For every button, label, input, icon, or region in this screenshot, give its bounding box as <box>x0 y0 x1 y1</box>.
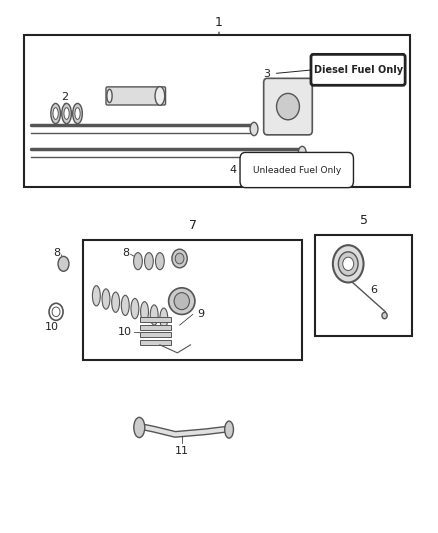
Ellipse shape <box>276 93 300 120</box>
Ellipse shape <box>92 286 100 306</box>
Text: 10: 10 <box>117 327 131 336</box>
Text: 10: 10 <box>45 322 59 333</box>
Text: 8: 8 <box>53 248 60 258</box>
Ellipse shape <box>62 103 71 124</box>
Ellipse shape <box>298 146 306 160</box>
Bar <box>83 240 302 360</box>
Bar <box>140 340 171 345</box>
Text: 5: 5 <box>360 214 367 227</box>
Ellipse shape <box>58 256 69 271</box>
Ellipse shape <box>155 86 165 106</box>
Text: 3: 3 <box>264 69 271 78</box>
Ellipse shape <box>174 293 189 310</box>
Ellipse shape <box>343 257 354 271</box>
Ellipse shape <box>250 122 258 136</box>
Ellipse shape <box>141 302 148 322</box>
Text: 9: 9 <box>197 310 204 319</box>
Ellipse shape <box>382 312 387 319</box>
Ellipse shape <box>51 103 60 124</box>
Text: Diesel Fuel Only: Diesel Fuel Only <box>314 65 403 75</box>
FancyBboxPatch shape <box>311 54 405 85</box>
Text: Unleaded Fuel Only: Unleaded Fuel Only <box>253 166 341 174</box>
Bar <box>315 235 412 336</box>
Text: 11: 11 <box>175 446 189 456</box>
Text: 4: 4 <box>230 165 237 175</box>
Ellipse shape <box>49 303 63 320</box>
Ellipse shape <box>134 417 145 438</box>
FancyBboxPatch shape <box>106 87 166 105</box>
Text: 6: 6 <box>370 286 377 295</box>
Ellipse shape <box>64 108 69 119</box>
Ellipse shape <box>175 253 184 264</box>
Ellipse shape <box>333 245 364 282</box>
Bar <box>140 325 171 330</box>
Text: 8: 8 <box>122 248 129 258</box>
Ellipse shape <box>338 252 358 276</box>
Ellipse shape <box>52 307 60 317</box>
Ellipse shape <box>134 253 142 270</box>
Ellipse shape <box>53 108 58 119</box>
Ellipse shape <box>73 103 82 124</box>
FancyBboxPatch shape <box>240 152 353 188</box>
Bar <box>140 332 171 337</box>
Text: 2: 2 <box>61 92 68 102</box>
Text: 7: 7 <box>189 219 197 232</box>
Ellipse shape <box>102 289 110 309</box>
Ellipse shape <box>75 108 80 119</box>
Text: 1: 1 <box>215 17 223 29</box>
Bar <box>24 35 410 187</box>
Ellipse shape <box>131 298 139 319</box>
Ellipse shape <box>107 89 112 102</box>
Ellipse shape <box>145 253 153 270</box>
Ellipse shape <box>150 305 158 325</box>
Ellipse shape <box>169 288 195 314</box>
Ellipse shape <box>155 253 164 270</box>
Bar <box>140 317 171 322</box>
Ellipse shape <box>112 292 120 312</box>
Ellipse shape <box>160 308 168 328</box>
FancyBboxPatch shape <box>264 78 312 135</box>
Ellipse shape <box>172 249 187 268</box>
Ellipse shape <box>121 295 129 316</box>
Ellipse shape <box>225 421 233 438</box>
